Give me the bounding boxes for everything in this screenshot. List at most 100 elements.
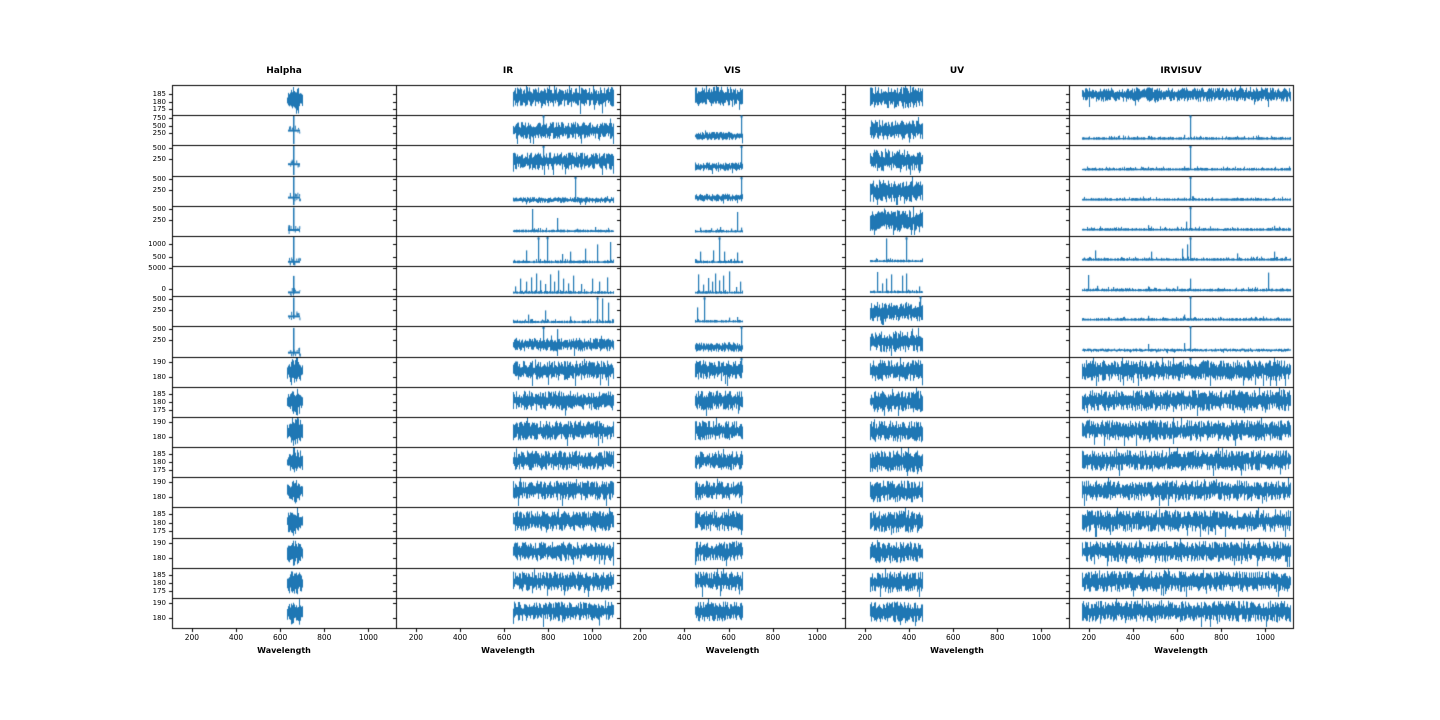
- subplot-r11-vis: [620, 387, 845, 417]
- x-tick-label: 400: [677, 633, 692, 642]
- subplot-r7-irvisuv: [1069, 266, 1293, 296]
- subplot-r12-vis: [620, 417, 845, 447]
- x-tick-label: 200: [857, 633, 873, 642]
- x-tick-label: 800: [990, 633, 1005, 642]
- subplot-r5-irvisuv: [1069, 206, 1293, 236]
- y-tick-label: 500: [152, 144, 166, 153]
- x-tick-label: 800: [765, 633, 781, 642]
- x-tick-label: 200: [1081, 633, 1097, 642]
- subplot-r16-halpha: [172, 538, 396, 568]
- subplot-r14-vis: [620, 477, 845, 507]
- subplot-r5-halpha: [172, 206, 396, 236]
- y-tick-label: 180: [152, 492, 166, 501]
- subplot-r5-vis: [620, 206, 845, 236]
- subplot-r10-vis: [620, 357, 845, 387]
- column-title-ir: IR: [502, 66, 514, 76]
- y-tick-label: 1000: [148, 239, 166, 248]
- subplot-r10-halpha: [172, 357, 396, 387]
- x-tick-label: 400: [901, 633, 917, 642]
- x-tick-label: 800: [541, 633, 556, 642]
- subplot-r4-ir: [396, 176, 620, 206]
- subplot-r15-halpha: [172, 507, 396, 538]
- x-tick-label: 600: [945, 633, 961, 642]
- subplot-r12-ir: [396, 417, 620, 447]
- y-tick-label: 750: [152, 114, 166, 122]
- x-tick-label: 200: [184, 633, 200, 642]
- subplot-r6-irvisuv: [1069, 236, 1293, 266]
- y-tick-label: 190: [152, 538, 166, 547]
- subplot-r15-vis: [620, 507, 845, 538]
- subplot-r10-uv: [845, 357, 1069, 387]
- y-tick-label: 180: [152, 553, 166, 562]
- subplot-r2-halpha: [172, 115, 396, 145]
- subplot-r6-vis: [620, 236, 845, 266]
- subplot-r6-uv: [845, 236, 1069, 266]
- y-tick-label: 180: [152, 613, 166, 622]
- y-tick-label: 185: [152, 90, 166, 98]
- subplot-r12-uv: [845, 417, 1069, 447]
- x-tick-label: 400: [452, 633, 468, 642]
- subplot-r12-halpha: [172, 417, 396, 447]
- x-tick-label: 200: [632, 633, 648, 642]
- y-tick-label: 180: [152, 398, 166, 406]
- subplot-r7-halpha: [172, 266, 396, 296]
- subplot-r2-ir: [396, 115, 620, 145]
- column-title-vis: VIS: [724, 66, 741, 76]
- y-tick-label: 175: [152, 466, 166, 475]
- subplot-r4-halpha: [172, 176, 396, 206]
- x-tick-label: 600: [272, 633, 288, 642]
- y-tick-label: 500: [152, 205, 166, 213]
- subplot-r10-irvisuv: [1069, 357, 1293, 387]
- y-tick-label: 250: [152, 305, 166, 314]
- subplot-r17-irvisuv: [1069, 568, 1293, 598]
- y-tick-label: 250: [152, 335, 166, 344]
- x-tick-label: 1000: [807, 633, 827, 642]
- x-tick-label: 800: [1214, 633, 1229, 642]
- column-title-irvisuv: IRVISUV: [1160, 66, 1202, 76]
- subplot-r8-uv: [845, 296, 1069, 326]
- subplot-r11-irvisuv: [1069, 387, 1293, 417]
- subplot-r13-halpha: [172, 447, 396, 477]
- subplot-r15-ir: [396, 507, 620, 538]
- y-tick-label: 185: [152, 449, 166, 458]
- subplot-r14-ir: [396, 477, 620, 507]
- subplot-r2-irvisuv: [1069, 115, 1293, 145]
- y-tick-label: 175: [152, 406, 166, 415]
- y-tick-label: 250: [152, 154, 166, 163]
- y-tick-label: 190: [152, 357, 166, 366]
- subplot-r9-irvisuv: [1069, 326, 1293, 357]
- subplot-r11-uv: [845, 387, 1069, 417]
- x-tick-label: 600: [721, 633, 736, 642]
- subplot-r2-uv: [845, 115, 1069, 145]
- subplot-r18-uv: [845, 598, 1069, 628]
- y-tick-label: 500: [152, 295, 166, 303]
- y-tick-label: 500: [152, 325, 166, 334]
- subplot-r16-ir: [396, 538, 620, 568]
- subplot-r13-ir: [396, 447, 620, 477]
- y-tick-label: 175: [152, 105, 166, 113]
- subplot-r16-uv: [845, 538, 1069, 568]
- y-tick-label: 190: [152, 598, 166, 607]
- subplot-r18-irvisuv: [1069, 598, 1293, 628]
- x-tick-label: 200: [408, 633, 424, 642]
- subplot-r2-vis: [620, 115, 845, 145]
- x-axis-label: Wavelength: [481, 646, 535, 655]
- x-tick-label: 1000: [1255, 633, 1275, 642]
- subplot-r3-irvisuv: [1069, 145, 1293, 176]
- subplot-r14-halpha: [172, 477, 396, 507]
- subplot-r3-halpha: [172, 145, 396, 176]
- y-tick-label: 190: [152, 477, 166, 486]
- x-tick-label: 1000: [1031, 633, 1051, 642]
- subplot-r3-uv: [845, 145, 1069, 176]
- subplot-r5-uv: [845, 206, 1069, 236]
- subplot-r12-irvisuv: [1069, 417, 1293, 447]
- subplot-r15-uv: [845, 507, 1069, 538]
- subplot-r18-halpha: [172, 598, 396, 628]
- subplot-r18-vis: [620, 598, 845, 628]
- subplot-r9-ir: [396, 326, 620, 357]
- subplot-r8-vis: [620, 296, 845, 326]
- subplot-r9-halpha: [172, 326, 396, 357]
- subplot-r1-irvisuv: [1069, 85, 1293, 115]
- y-tick-label: 180: [152, 458, 166, 466]
